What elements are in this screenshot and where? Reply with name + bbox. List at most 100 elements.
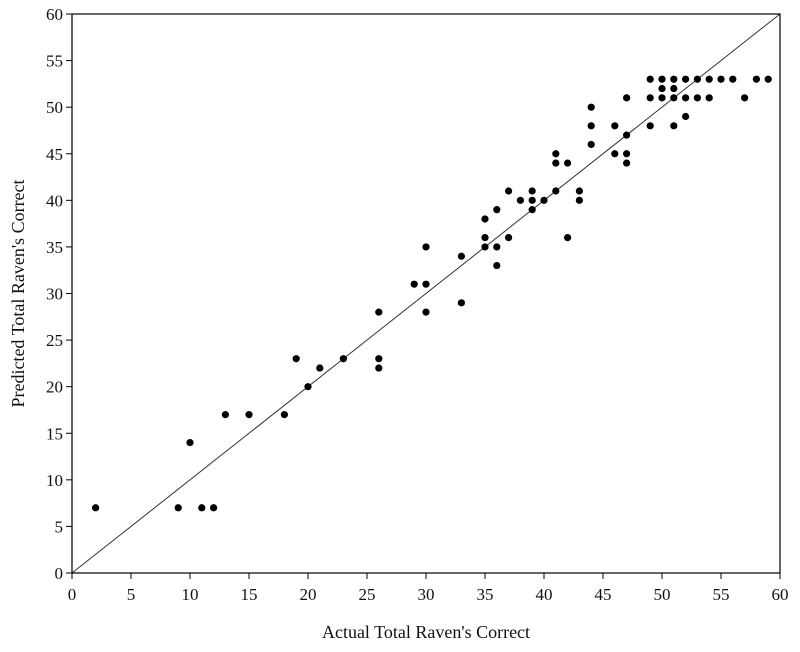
data-point — [623, 159, 631, 167]
data-point — [764, 75, 772, 83]
y-tick-label: 45 — [46, 145, 63, 164]
x-tick-label: 10 — [182, 585, 199, 604]
data-point — [457, 252, 465, 260]
data-point — [422, 280, 430, 288]
data-point — [587, 140, 595, 149]
data-point — [375, 355, 383, 363]
data-point — [493, 261, 501, 270]
data-point — [540, 196, 548, 204]
data-point — [587, 122, 595, 130]
data-point — [505, 187, 513, 195]
data-point — [587, 103, 595, 111]
data-point — [705, 94, 713, 102]
x-tick-label: 55 — [713, 585, 730, 604]
plot-frame — [71, 13, 781, 574]
data-point — [198, 504, 206, 512]
data-point — [481, 234, 489, 242]
data-point — [292, 355, 300, 363]
data-point — [670, 94, 678, 102]
data-point — [481, 243, 489, 251]
x-tick-label: 15 — [241, 585, 258, 604]
y-tick-label: 30 — [46, 285, 63, 304]
data-point — [280, 411, 288, 419]
data-point — [375, 364, 383, 372]
data-point — [646, 94, 654, 102]
data-point — [245, 411, 253, 419]
data-point — [575, 187, 584, 195]
x-tick-label: 50 — [654, 585, 671, 604]
data-point — [670, 122, 678, 130]
data-point — [682, 94, 690, 102]
data-point — [575, 196, 584, 204]
data-point — [186, 438, 194, 447]
x-tick-label: 5 — [127, 585, 136, 604]
x-tick-label: 0 — [68, 585, 77, 604]
data-point — [174, 504, 182, 512]
x-axis-ticks: 0 5 10 15 20 25 30 35 40 45 50 55 60 — [68, 573, 789, 604]
y-tick-label: 15 — [46, 424, 63, 443]
data-point — [505, 234, 513, 242]
data-point — [705, 75, 713, 83]
data-point — [623, 131, 631, 139]
y-tick-label: 5 — [55, 517, 64, 536]
data-points — [92, 75, 772, 512]
data-point — [670, 84, 678, 93]
data-point — [693, 75, 702, 83]
data-point — [493, 206, 501, 214]
data-point — [741, 94, 749, 102]
identity-reference-line — [71, 13, 781, 574]
data-point — [658, 84, 666, 93]
x-tick-label: 40 — [536, 585, 553, 604]
data-point — [658, 94, 666, 102]
data-point — [528, 196, 536, 204]
data-point — [221, 411, 229, 419]
y-axis-ticks: 0 5 10 15 20 25 30 35 40 45 50 55 60 — [46, 5, 72, 583]
data-point — [481, 215, 489, 223]
data-point — [682, 112, 690, 121]
y-tick-label: 10 — [46, 471, 63, 490]
y-tick-label: 0 — [55, 564, 64, 583]
data-point — [375, 308, 383, 316]
data-point — [410, 280, 418, 288]
x-axis-title: Actual Total Raven's Correct — [322, 622, 530, 642]
x-tick-label: 25 — [359, 585, 376, 604]
data-point — [516, 196, 525, 204]
data-point — [422, 243, 430, 251]
data-point — [339, 355, 347, 363]
y-tick-label: 40 — [46, 191, 63, 210]
data-point — [611, 150, 619, 158]
data-point — [693, 94, 702, 102]
data-point — [92, 504, 100, 512]
data-point — [564, 234, 572, 242]
data-point — [646, 75, 654, 83]
data-point — [646, 122, 654, 130]
data-point — [304, 383, 312, 391]
data-point — [729, 75, 737, 83]
y-axis-title: Predicted Total Raven's Correct — [8, 179, 28, 407]
data-point — [717, 75, 725, 83]
x-tick-label: 45 — [595, 585, 612, 604]
data-point — [528, 187, 536, 195]
y-tick-label: 55 — [46, 52, 63, 71]
y-tick-label: 50 — [46, 98, 63, 117]
data-point — [682, 75, 690, 83]
x-tick-label: 35 — [477, 585, 494, 604]
data-point — [623, 150, 631, 158]
y-tick-label: 20 — [46, 378, 63, 397]
data-point — [493, 243, 501, 251]
data-point — [752, 75, 761, 83]
data-point — [422, 308, 430, 316]
x-tick-label: 60 — [772, 585, 789, 604]
data-point — [552, 150, 560, 158]
data-point — [564, 159, 572, 167]
y-tick-label: 25 — [46, 331, 63, 350]
data-point — [316, 364, 324, 372]
y-tick-label: 35 — [46, 238, 63, 257]
data-point — [552, 159, 560, 167]
data-point — [210, 504, 218, 512]
data-point — [552, 187, 560, 195]
data-point — [611, 122, 619, 130]
data-point — [658, 75, 666, 83]
x-tick-label: 20 — [300, 585, 317, 604]
